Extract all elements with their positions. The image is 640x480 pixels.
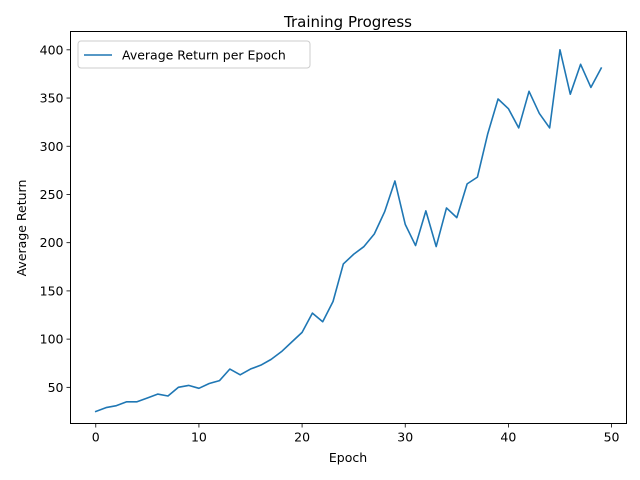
legend-frame: [77, 40, 311, 69]
legend: Average Return per Epoch: [77, 40, 311, 69]
x-tick-label: 40: [500, 430, 516, 445]
y-tick-label: 150: [40, 283, 64, 298]
y-tick-label: 50: [48, 380, 64, 395]
y-tick-label: 350: [40, 91, 64, 106]
y-tick-label: 400: [40, 42, 64, 57]
x-tick-label: 20: [294, 430, 310, 445]
x-tick-label: 50: [604, 430, 620, 445]
x-tick-label: 30: [397, 430, 413, 445]
x-tick-label: 0: [92, 430, 100, 445]
series-line-0: [94, 49, 603, 413]
x-tick-label: 10: [191, 430, 207, 445]
chart-title: Training Progress: [283, 13, 412, 31]
y-tick-label: 200: [40, 235, 64, 250]
legend-entry-label: Average Return per Epoch: [122, 48, 286, 63]
y-tick-label: 100: [40, 332, 64, 347]
x-axis-label: Epoch: [329, 450, 367, 465]
plot-frame: [70, 31, 627, 424]
y-tick-label: 250: [40, 187, 64, 202]
y-tick-label: 300: [40, 139, 64, 154]
y-axis-label: Average Return: [14, 180, 29, 277]
